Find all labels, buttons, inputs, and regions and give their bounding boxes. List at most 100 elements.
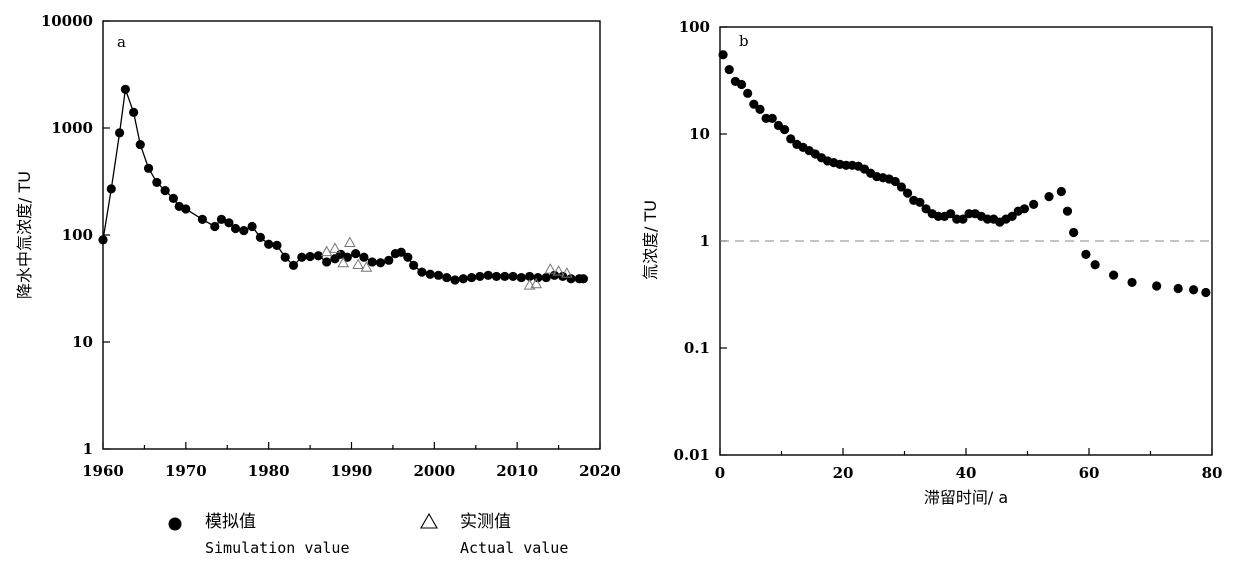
panel-b-marks [718, 50, 1212, 298]
panel-a-data-point [384, 255, 394, 265]
panel-b-data-point [779, 124, 790, 135]
panel-a-data-point [450, 275, 460, 285]
panel-a-data-point [367, 257, 377, 267]
panel-b: b 氚浓度/ TU 滞留时间/ a 0 20 40 60 80 0.01 0.1 1 10 100 [641, 18, 1222, 507]
panel-a-data-point [508, 271, 518, 282]
panel-b-data-point [718, 50, 728, 60]
panel-a-y-tick-label: 10 [72, 333, 93, 351]
panel-b-data-point [1044, 191, 1054, 202]
panel-b-data-point [1090, 260, 1100, 270]
panel-a-x-tick-label: 2020 [579, 462, 621, 480]
panel-b-ticks: 0 20 40 60 80 0.01 0.1 1 10 100 [673, 18, 1222, 482]
panel-a-observed-point [343, 236, 356, 248]
panel-a-x-tick-label: 2010 [496, 462, 538, 480]
panel-b-y-tick-label: 0.01 [673, 446, 710, 464]
panel-a-y-tick-label: 1000 [51, 119, 93, 137]
panel-b-data-point [1081, 249, 1091, 259]
panel-a-observed-point [530, 277, 543, 289]
legend: 模拟值 Simulation value 实测值 Actual value [168, 512, 568, 557]
panel-a-data-point [181, 204, 191, 214]
panel-b-data-point [786, 134, 796, 144]
panel-a-data-point [98, 235, 108, 245]
panel-a-data-point [467, 272, 477, 283]
panel-b-x-tick-label: 0 [715, 464, 725, 482]
panel-b-data-point [1019, 204, 1030, 214]
panel-a-x-tick-label: 1970 [165, 462, 207, 480]
panel-a-data-point [433, 270, 444, 280]
panel-a-data-point [152, 177, 162, 188]
panel-b-data-point [736, 79, 747, 90]
panel-b-data-point [1069, 227, 1079, 238]
panel-b-data-point [1056, 186, 1066, 197]
panel-a-data-point [500, 271, 510, 282]
panel-b-data-point [902, 188, 913, 198]
legend-actual-label-en: Actual value [460, 539, 568, 557]
panel-a-data-point [120, 84, 130, 94]
panel-a-data-point [578, 274, 589, 284]
panel-a-data-point [442, 272, 452, 283]
legend-simulation-label-en: Simulation value [205, 539, 350, 557]
panel-b-data-point [890, 176, 900, 187]
panel-a-data-point [129, 107, 139, 117]
panel-a-observed-point [523, 279, 536, 290]
panel-a-data-point [524, 271, 535, 282]
panel-a-y-axis-title: 降水中氚浓度/ TU [15, 171, 34, 299]
panel-b-data-point [921, 204, 931, 214]
panel-a-data-point [288, 260, 299, 270]
panel-b-data-point [743, 88, 753, 98]
panel-a-data-point [160, 185, 170, 196]
panel-a-data-point [483, 270, 493, 280]
panel-a-data-point [396, 247, 406, 257]
panel-b-x-axis-title: 滞留时间/ a [924, 488, 1008, 507]
panel-a-data-point [409, 260, 419, 270]
panel-a-data-point [168, 193, 179, 203]
panel-a-data-point [516, 272, 526, 283]
panel-a-data-point [197, 214, 207, 224]
panel-b-data-point [1062, 206, 1073, 216]
panel-b-data-point [1109, 270, 1119, 280]
panel-b-data-point [958, 214, 968, 224]
panel-a-data-point [403, 252, 413, 262]
panel-a-data-point [114, 128, 125, 138]
panel-a-letter: a [117, 33, 126, 51]
panel-a-x-tick-label: 2000 [413, 462, 455, 480]
panel-b-data-point [1152, 281, 1162, 291]
panel-b-data-point [749, 99, 759, 109]
legend-actual-marker [420, 512, 438, 529]
panel-b-data-point [1029, 199, 1039, 209]
panel-a-data-point [216, 214, 227, 224]
panel-a-data-point [264, 239, 274, 249]
panel-a: a 降水中氚浓度/ TU 1960 1970 1980 1990 2000 2010 202… [15, 12, 621, 480]
panel-a-data-point [305, 251, 315, 262]
panel-b-data-point [915, 197, 925, 207]
panel-b-data-point [1201, 287, 1211, 298]
panel-a-observed-point [544, 263, 557, 274]
panel-a-x-tick-label: 1980 [248, 462, 290, 480]
panel-a-data-point [359, 252, 369, 262]
panel-b-y-tick-label: 0.1 [684, 339, 710, 357]
panel-b-y-tick-label: 100 [679, 18, 710, 36]
panel-a-data-point [224, 218, 234, 228]
panel-a-marks [98, 84, 589, 290]
panel-b-y-tick-label: 1 [700, 232, 710, 250]
panel-a-y-tick-label: 10000 [41, 12, 93, 30]
panel-a-data-point [475, 271, 485, 282]
panel-b-data-point [755, 104, 765, 114]
panel-b-data-point [896, 182, 907, 192]
panel-a-data-point [541, 272, 551, 283]
panel-a-data-point [255, 232, 265, 242]
panel-a-data-point [280, 252, 290, 262]
panel-b-data-point [1188, 285, 1199, 295]
panel-a-data-point [247, 221, 257, 232]
panel-a-observed-point [329, 242, 341, 253]
legend-simulation-marker [168, 517, 182, 531]
panel-a-data-point [566, 274, 576, 284]
panel-b-letter: b [739, 32, 749, 50]
panel-a-data-point [143, 163, 154, 173]
panel-a-data-point [272, 240, 282, 250]
panel-a-data-point [239, 225, 249, 236]
legend-actual-label-cn: 实测值 [460, 512, 511, 532]
panel-b-data-point [767, 113, 777, 123]
panel-a-observed-point [552, 265, 565, 276]
panel-b-x-tick-label: 60 [1079, 464, 1100, 482]
